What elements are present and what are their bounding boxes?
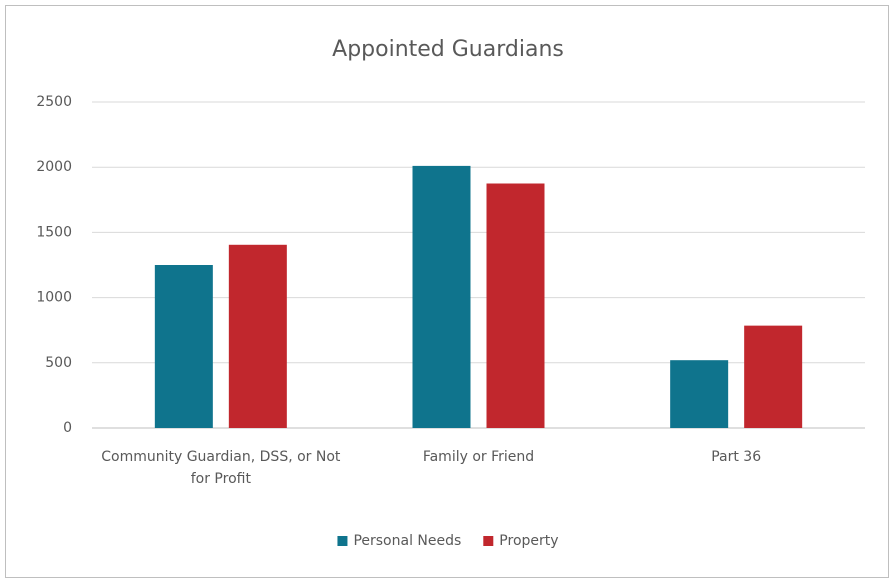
legend-label: Personal Needs — [353, 533, 461, 549]
y-tick-label: 500 — [45, 355, 72, 371]
bar — [412, 165, 471, 428]
y-tick-label: 0 — [63, 420, 72, 436]
bar — [228, 244, 287, 428]
legend-swatch — [483, 536, 494, 546]
bar — [486, 183, 545, 428]
x-tick-label: Family or Friend — [422, 449, 535, 465]
x-tick-label: Community Guardian, DSS, or Not for Prof… — [101, 449, 341, 487]
y-tick-label: 1000 — [36, 290, 72, 306]
legend-swatch — [337, 536, 348, 546]
bar — [154, 265, 213, 428]
y-tick-label: 2000 — [36, 159, 72, 175]
y-tick-label: 2500 — [36, 94, 72, 110]
chart-title: Appointed Guardians — [332, 37, 564, 62]
bar — [744, 325, 803, 428]
legend-label: Property — [499, 533, 558, 549]
x-tick-label: Part 36 — [711, 449, 762, 465]
bar — [670, 360, 729, 428]
y-tick-label: 1500 — [36, 224, 72, 240]
